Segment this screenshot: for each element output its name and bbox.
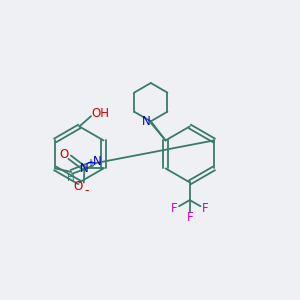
Text: OH: OH <box>92 107 110 120</box>
Text: +: + <box>86 158 94 168</box>
Text: -: - <box>84 184 88 197</box>
Text: F: F <box>186 211 193 224</box>
Text: O: O <box>60 148 69 161</box>
Text: F: F <box>202 202 208 215</box>
Text: O: O <box>73 180 83 193</box>
Text: H: H <box>68 173 75 183</box>
Text: N: N <box>92 155 101 168</box>
Text: F: F <box>171 202 178 215</box>
Text: N: N <box>142 115 151 128</box>
Text: N: N <box>80 162 89 175</box>
